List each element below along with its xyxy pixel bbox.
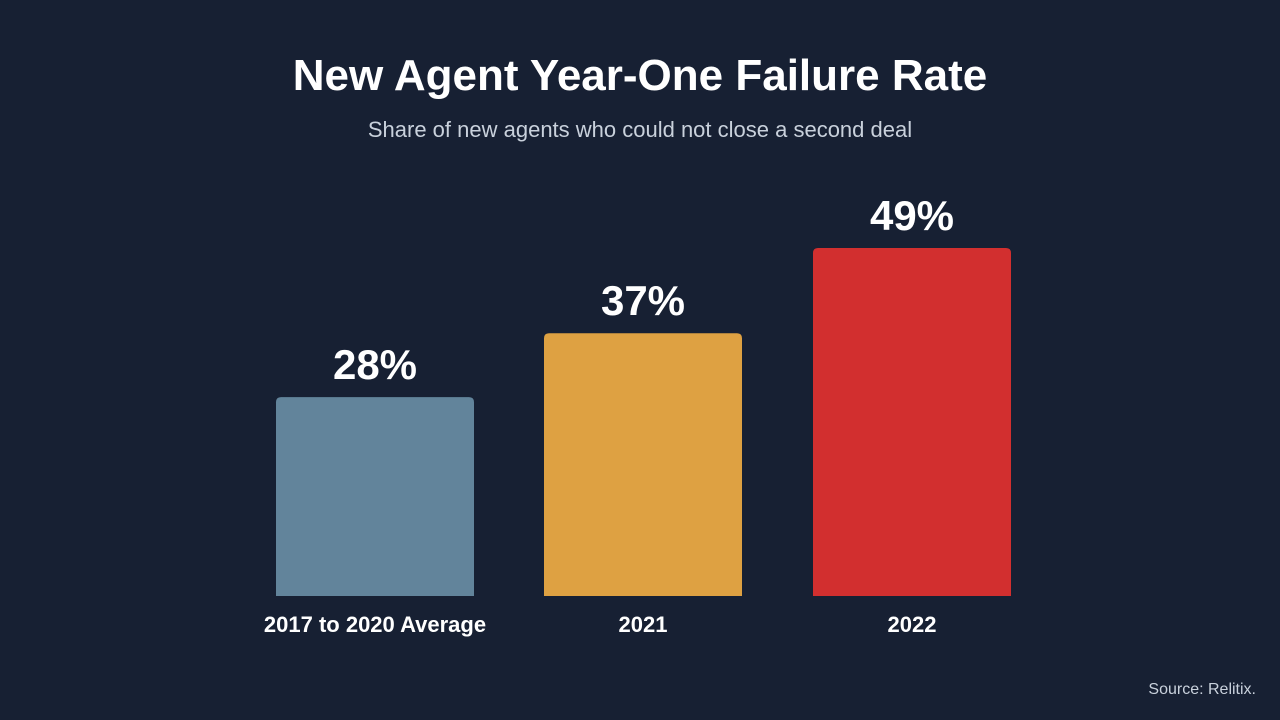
bar-3: [813, 248, 1011, 596]
category-label-2: 2021: [619, 612, 668, 637]
chart-title: New Agent Year-One Failure Rate: [292, 51, 988, 100]
bar-value-label-2: 37%: [601, 277, 685, 324]
bar-value-label-3: 49%: [870, 192, 954, 239]
bar-1: [276, 397, 474, 596]
bar-value-label-1: 28%: [333, 341, 417, 388]
category-label-1: 2017 to 2020 Average: [264, 612, 486, 637]
chart-subtitle: Share of new agents who could not close …: [367, 117, 913, 142]
bar-2: [544, 333, 742, 596]
source-note: Source: Relitix.: [1148, 681, 1256, 698]
category-label-3: 2022: [888, 612, 937, 637]
